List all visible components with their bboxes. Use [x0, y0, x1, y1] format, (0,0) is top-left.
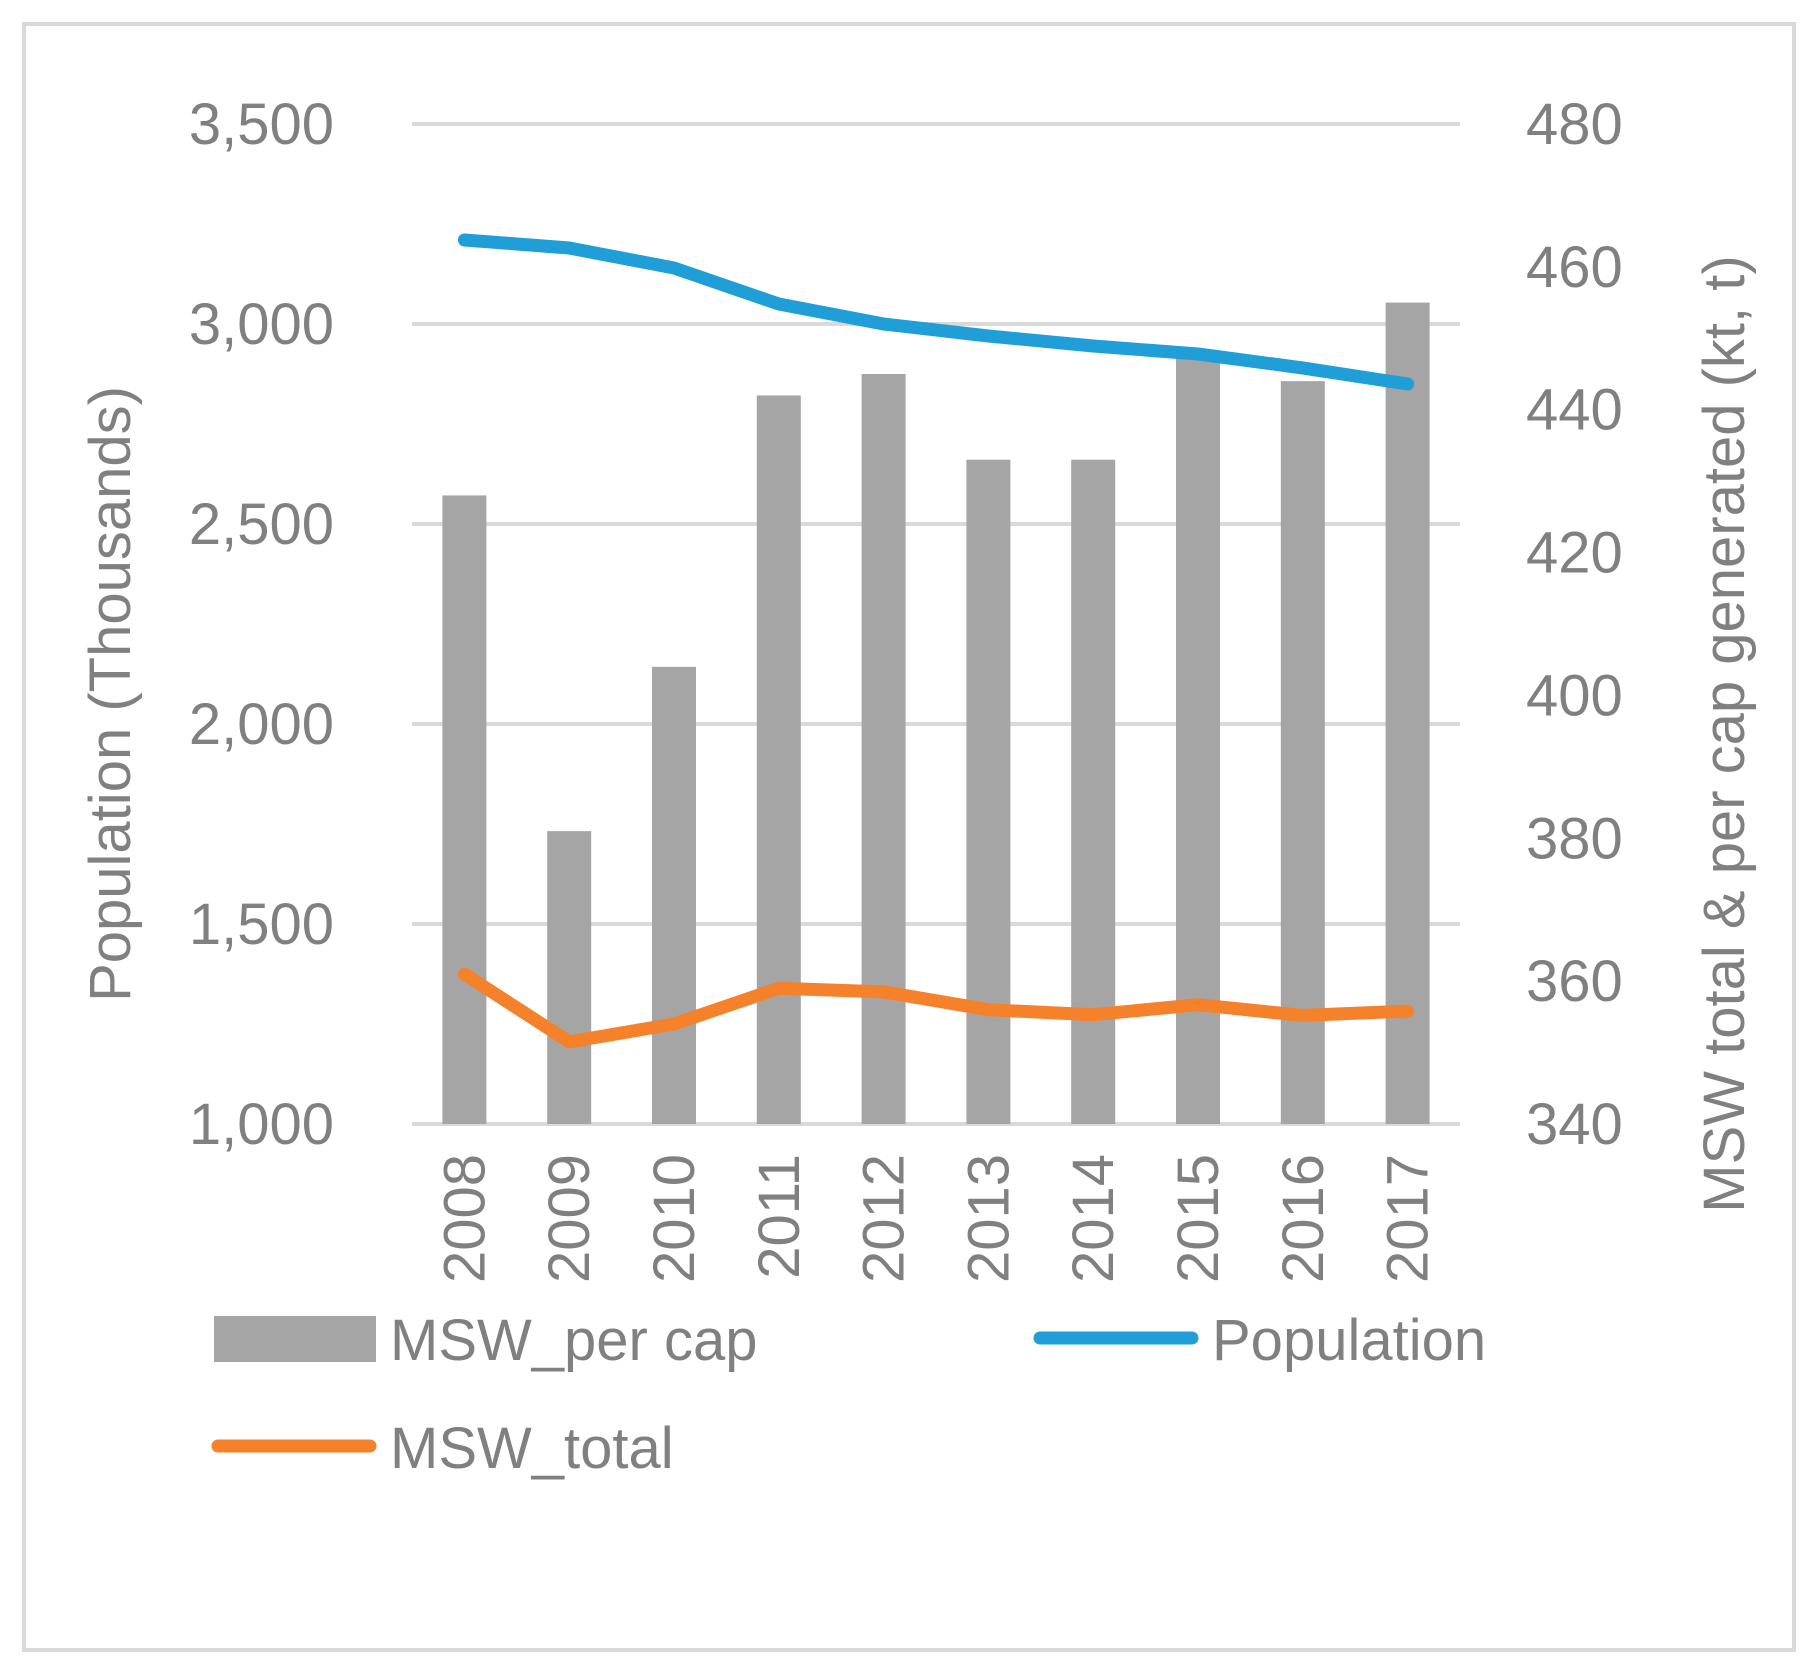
line-point	[879, 987, 888, 996]
left-tick-label: 1,000	[189, 1092, 334, 1157]
x-tick-label: 2015	[1166, 1154, 1231, 1283]
legend-swatch	[214, 1316, 376, 1362]
left-tick-label: 1,500	[189, 892, 334, 957]
x-tick-label: 2009	[537, 1154, 602, 1283]
line-point	[774, 300, 783, 308]
bar	[547, 831, 592, 1124]
left-tick-label: 2,000	[189, 692, 334, 757]
line-point	[1194, 350, 1202, 358]
line-point	[984, 332, 993, 340]
chart-frame: 1,000 1,500 2,000 2,500 3,000 3,500 340 360 380…	[22, 22, 1796, 1652]
chart-svg: 1,000 1,500 2,000 2,500 3,000 3,500 340 360 380…	[78, 92, 1757, 1481]
line-point	[1089, 342, 1098, 350]
right-tick-label: 440	[1526, 378, 1623, 443]
right-axis-title: MSW total & per cap generated (kt, t)	[1692, 255, 1757, 1212]
right-tick-label: 340	[1526, 1092, 1623, 1157]
right-tick-label: 400	[1526, 663, 1623, 728]
line-point	[1298, 1011, 1307, 1020]
line-point	[1403, 1007, 1412, 1016]
bar	[966, 459, 1011, 1124]
x-tick-label: 2011	[747, 1154, 812, 1279]
line-point	[1089, 1010, 1098, 1019]
x-tick-label: 2017	[1376, 1154, 1441, 1283]
left-axis-title: Population (Thousands)	[78, 386, 143, 1002]
bar	[1385, 302, 1430, 1125]
left-tick-label: 3,000	[189, 292, 334, 357]
line-point	[460, 970, 469, 978]
right-axis-ticks: 340 360 380 400 420 440 460 480	[1526, 92, 1623, 1157]
right-tick-label: 480	[1526, 92, 1623, 157]
legend-label: MSW_per cap	[390, 1308, 757, 1373]
line-point	[670, 1020, 678, 1028]
x-tick-label: 2010	[642, 1154, 707, 1283]
line-point	[1194, 1000, 1202, 1009]
line-point	[1298, 364, 1307, 372]
x-tick-label: 2013	[956, 1154, 1021, 1283]
bar	[756, 395, 801, 1124]
right-tick-label: 380	[1526, 806, 1623, 871]
left-tick-label: 3,500	[189, 92, 334, 157]
left-axis-ticks: 1,000 1,500 2,000 2,500 3,000 3,500	[189, 92, 334, 1157]
line-point	[1403, 380, 1412, 388]
line-point	[879, 320, 888, 328]
legend: MSW_per cap Population MSW_total	[211, 1308, 1486, 1481]
bar	[442, 495, 487, 1124]
left-tick-label: 2,500	[189, 492, 334, 557]
legend-label: Population	[1212, 1308, 1486, 1373]
line-series	[457, 233, 1415, 1049]
bar	[861, 374, 906, 1124]
right-tick-label: 460	[1526, 235, 1623, 300]
line-point	[984, 1005, 993, 1014]
bar	[1071, 459, 1116, 1124]
x-tick-label: 2014	[1061, 1154, 1126, 1283]
bar	[1176, 352, 1220, 1125]
right-tick-label: 360	[1526, 949, 1623, 1014]
line-point	[774, 984, 783, 993]
msw-total-line	[457, 967, 1415, 1049]
bar	[1280, 381, 1325, 1125]
x-axis-ticks: 2008 2009 2010 2011 2012 2013 2014 2015 2016 2017	[432, 1154, 1440, 1283]
line-point	[670, 264, 678, 272]
line-point	[565, 1037, 574, 1046]
x-tick-label: 2012	[852, 1154, 917, 1283]
line-point	[460, 236, 469, 244]
bar	[652, 666, 696, 1124]
line-point	[565, 244, 574, 252]
right-tick-label: 420	[1526, 521, 1623, 586]
population-line	[457, 233, 1415, 391]
x-tick-label: 2016	[1271, 1154, 1336, 1283]
legend-label: MSW_total	[390, 1416, 674, 1481]
x-tick-label: 2008	[432, 1154, 497, 1283]
